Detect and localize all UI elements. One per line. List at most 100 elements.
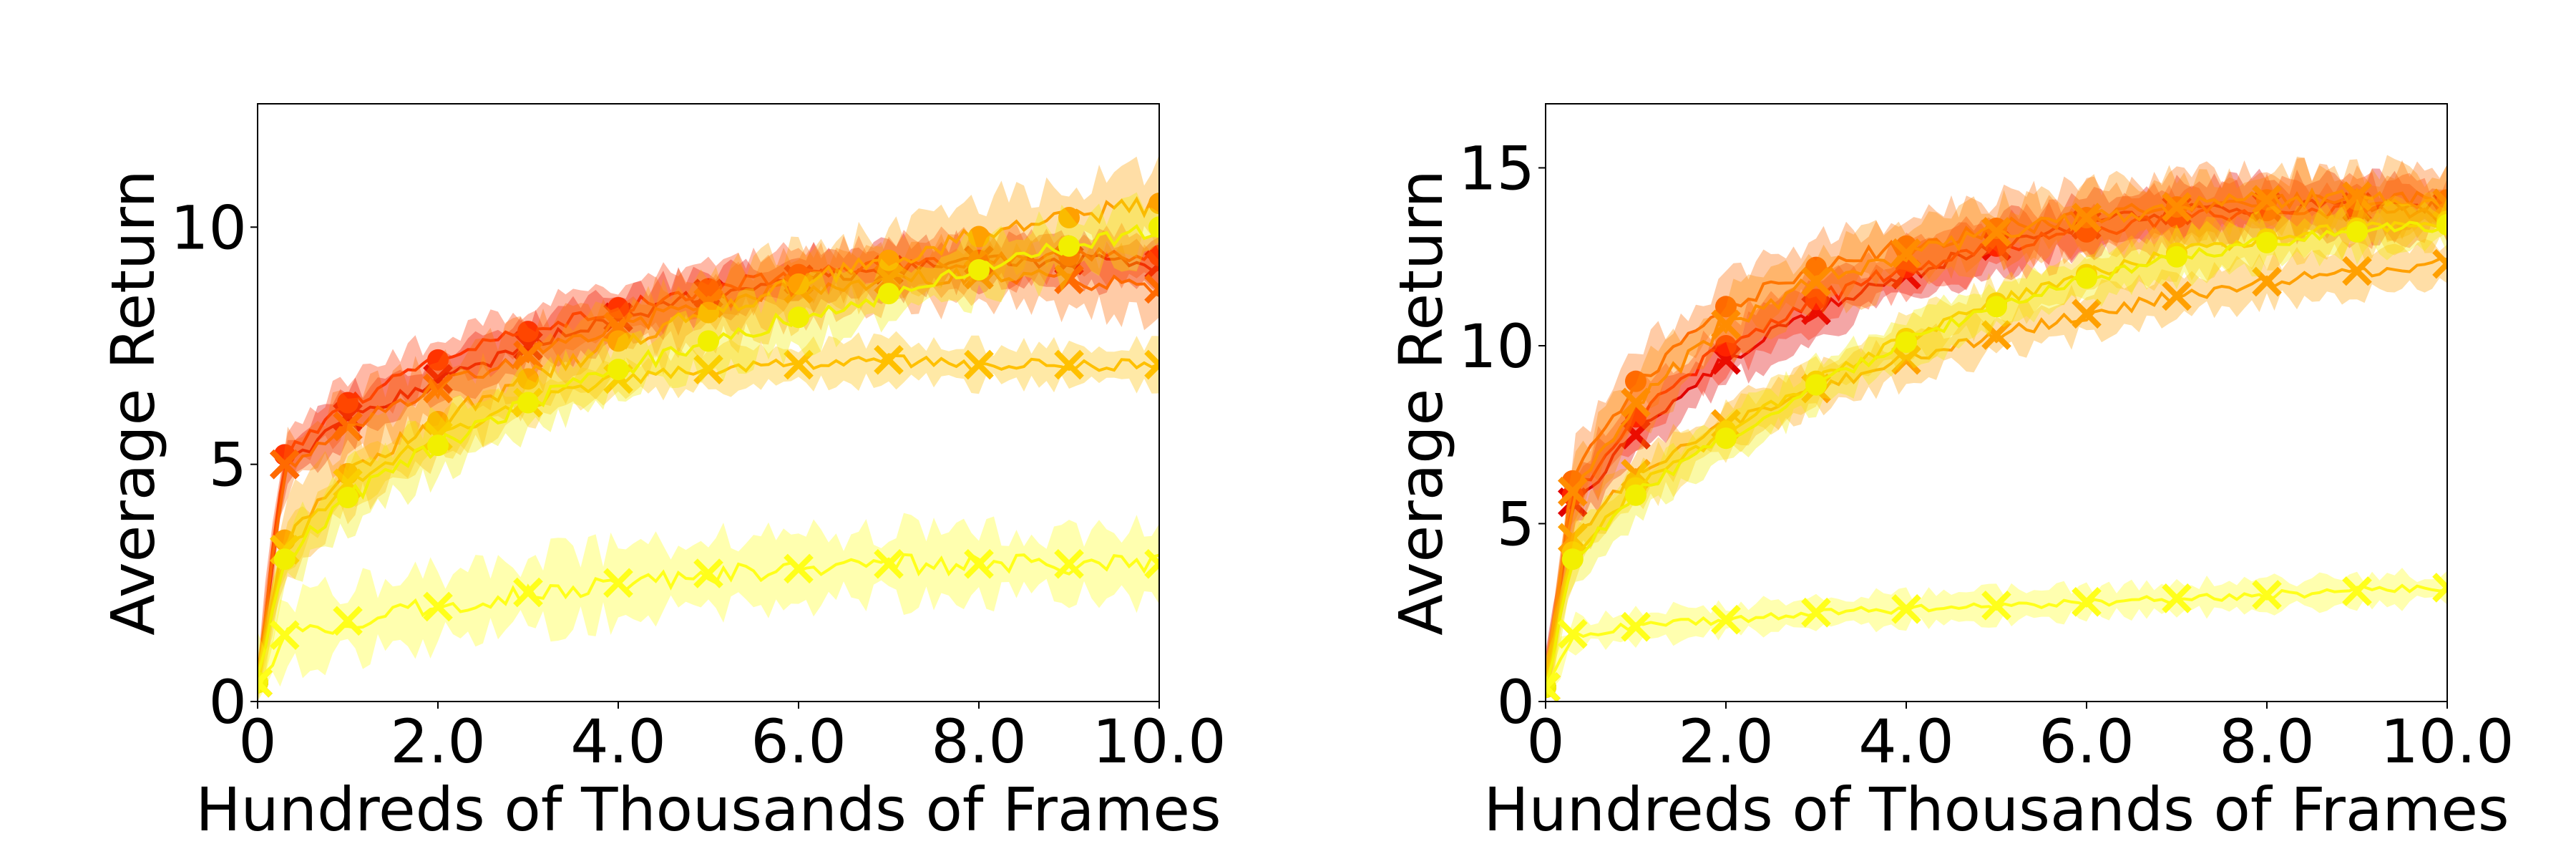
left-series-3-point: [513, 340, 543, 371]
right-y-axis-label: Average Return: [1386, 170, 1456, 635]
left-series-5-point: [874, 345, 904, 375]
right-series-7-point: [1715, 427, 1737, 450]
right-series-8-band: [1546, 568, 2447, 696]
left-series-7-point: [603, 568, 633, 598]
left-ticks: 0 2.0 4.0 6.0 8.0 10.0 0 5 10: [170, 193, 1226, 777]
left-series-3-point: [1144, 273, 1159, 304]
left-y-tick-label: 10: [170, 193, 247, 263]
right-series-8-point: [1557, 618, 1588, 649]
left-series-7-point: [874, 548, 904, 579]
left-series-6-point: [968, 258, 990, 281]
right-series-5-band: [1546, 238, 2447, 702]
left-series-4-point: [1058, 207, 1080, 229]
right-series-5-point: [2072, 299, 2102, 329]
right-series-4-point: [2342, 181, 2372, 212]
left-series-6-point: [427, 435, 449, 457]
right-y-tick-label: 15: [1458, 133, 1535, 203]
left-series-5-point: [964, 349, 994, 380]
left-series-7: [258, 513, 1159, 702]
left-series-3-line: [258, 266, 1159, 675]
right-series-8-point: [2162, 583, 2192, 613]
right-series-4-point: [1891, 238, 1921, 268]
right-series-8-point: [1801, 597, 1831, 628]
left-series-6-point: [698, 330, 719, 352]
left-series-6-point: [878, 283, 899, 305]
right-series-7-point: [2436, 213, 2447, 236]
right-series-8-point: [2342, 576, 2372, 606]
right-series-4-band: [1546, 155, 2447, 702]
right-series-4-point: [2432, 188, 2447, 218]
left-series-4-point: [517, 368, 539, 390]
right-series-5-point: [2252, 266, 2282, 297]
right-series-4-point: [1621, 387, 1651, 418]
right-series-8-point: [1891, 593, 1921, 624]
right-series-3-band: [1546, 157, 2447, 702]
left-series-5-point: [784, 349, 814, 380]
left-x-tick-label: 6.0: [751, 707, 847, 777]
right-series-8-point: [1981, 590, 2011, 621]
left-series-6-point: [337, 487, 358, 509]
right-y-tick-label: 10: [1458, 311, 1535, 382]
right-series-4-point: [1801, 266, 1831, 297]
left-series-7-point: [258, 667, 273, 698]
left-series-6-point: [788, 306, 809, 329]
right-series-2-point: [1715, 334, 1737, 356]
right-x-tick-label: 8.0: [2219, 707, 2315, 777]
right-x-tick-label: 4.0: [1858, 707, 1954, 777]
right-series-8-point: [1621, 611, 1651, 642]
left-series-7-point: [513, 577, 543, 608]
left-series-5-point: [1144, 349, 1159, 380]
right-ticks: 0 2.0 4.0 6.0 8.0 10.0 0 5 10 15: [1458, 133, 2514, 777]
left-series-7-point: [1054, 548, 1084, 579]
left-series-2-point: [337, 392, 358, 414]
right-series-8-point: [2072, 587, 2102, 617]
left-series-3-point: [423, 373, 453, 404]
right-series-4-point: [2252, 185, 2282, 215]
left-series-2-point: [517, 321, 539, 343]
right-plot-frame: [1545, 103, 2448, 702]
right-x-tick-label: 0: [1526, 707, 1564, 777]
right-y-tick-label: 5: [1497, 489, 1535, 559]
left-chart-panel: 0 2.0 4.0 6.0 8.0 10.0 0 5 10 Hundreds of Thousa…: [98, 103, 1226, 845]
left-series-4-point: [698, 301, 719, 324]
left-x-axis-label: Hundreds of Thousands of Frames: [195, 775, 1221, 845]
right-series-7-point: [2256, 231, 2278, 253]
right-series-8-point: [2432, 573, 2447, 603]
right-series-7-point: [1986, 296, 2007, 318]
left-series-7-point: [333, 606, 363, 636]
right-x-tick-label: 10.0: [2380, 707, 2514, 777]
left-series-6-point: [273, 548, 296, 571]
left-x-tick-label: 2.0: [390, 707, 486, 777]
right-series-2-point: [1805, 288, 1827, 311]
right-x-tick-label: 2.0: [1678, 707, 1774, 777]
left-series-3-point: [333, 411, 363, 442]
right-series-7-point: [2346, 220, 2368, 243]
right-series-5-point: [1981, 320, 2011, 350]
left-series-4-point: [608, 330, 629, 352]
left-series-7-point: [269, 620, 300, 651]
right-series-5-point: [2342, 256, 2372, 286]
left-series-4-point: [878, 249, 899, 271]
right-series-7-point: [1625, 484, 1646, 506]
right-series-5-point: [1891, 345, 1921, 375]
right-series-8-point: [1546, 672, 1561, 702]
right-series-4-point: [2072, 203, 2102, 233]
left-plot-area: [258, 155, 1159, 702]
left-series-5-point: [693, 354, 723, 384]
left-series-3-band: [258, 233, 1159, 697]
right-series-5-line: [1546, 257, 2447, 686]
left-series-2-point: [608, 296, 629, 319]
right-series-8-point: [1711, 604, 1741, 635]
right-series-3-point: [1715, 296, 1737, 318]
left-series-7-point: [784, 553, 814, 584]
left-series-2-point: [427, 349, 449, 371]
left-x-tick-label: 0: [238, 707, 276, 777]
right-chart-panel: 0 2.0 4.0 6.0 8.0 10.0 0 5 10 15 Hundreds of Thou…: [1386, 103, 2514, 845]
left-x-tick-label: 10.0: [1092, 707, 1226, 777]
right-series-7-point: [1896, 331, 1917, 354]
right-series-4-point: [1557, 476, 1588, 507]
right-series-4-point: [2162, 192, 2192, 222]
left-series-7-line: [258, 553, 1159, 693]
right-series-7-point: [2166, 246, 2187, 268]
left-series-5-point: [1054, 349, 1084, 380]
